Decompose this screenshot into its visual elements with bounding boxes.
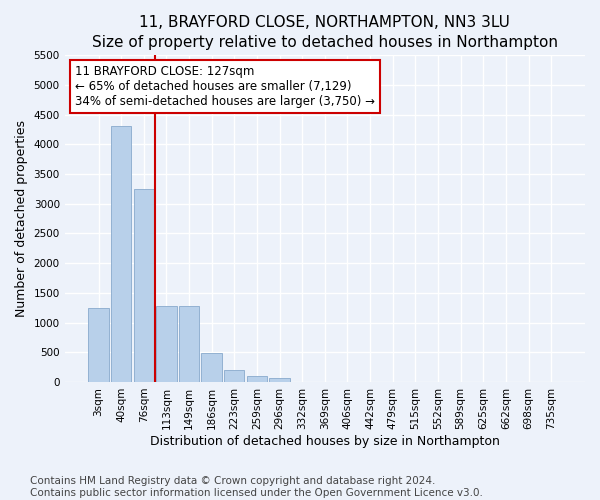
X-axis label: Distribution of detached houses by size in Northampton: Distribution of detached houses by size …	[150, 434, 500, 448]
Y-axis label: Number of detached properties: Number of detached properties	[15, 120, 28, 317]
Text: Contains HM Land Registry data © Crown copyright and database right 2024.
Contai: Contains HM Land Registry data © Crown c…	[30, 476, 483, 498]
Text: 11 BRAYFORD CLOSE: 127sqm
← 65% of detached houses are smaller (7,129)
34% of se: 11 BRAYFORD CLOSE: 127sqm ← 65% of detac…	[75, 65, 375, 108]
Bar	[179, 306, 199, 382]
Bar	[134, 189, 154, 382]
Bar	[88, 308, 109, 382]
Bar	[247, 376, 267, 382]
Bar	[269, 378, 290, 382]
Bar	[156, 306, 176, 382]
Bar	[111, 126, 131, 382]
Bar	[202, 353, 222, 382]
Bar	[224, 370, 244, 382]
Title: 11, BRAYFORD CLOSE, NORTHAMPTON, NN3 3LU
Size of property relative to detached h: 11, BRAYFORD CLOSE, NORTHAMPTON, NN3 3LU…	[92, 15, 558, 50]
